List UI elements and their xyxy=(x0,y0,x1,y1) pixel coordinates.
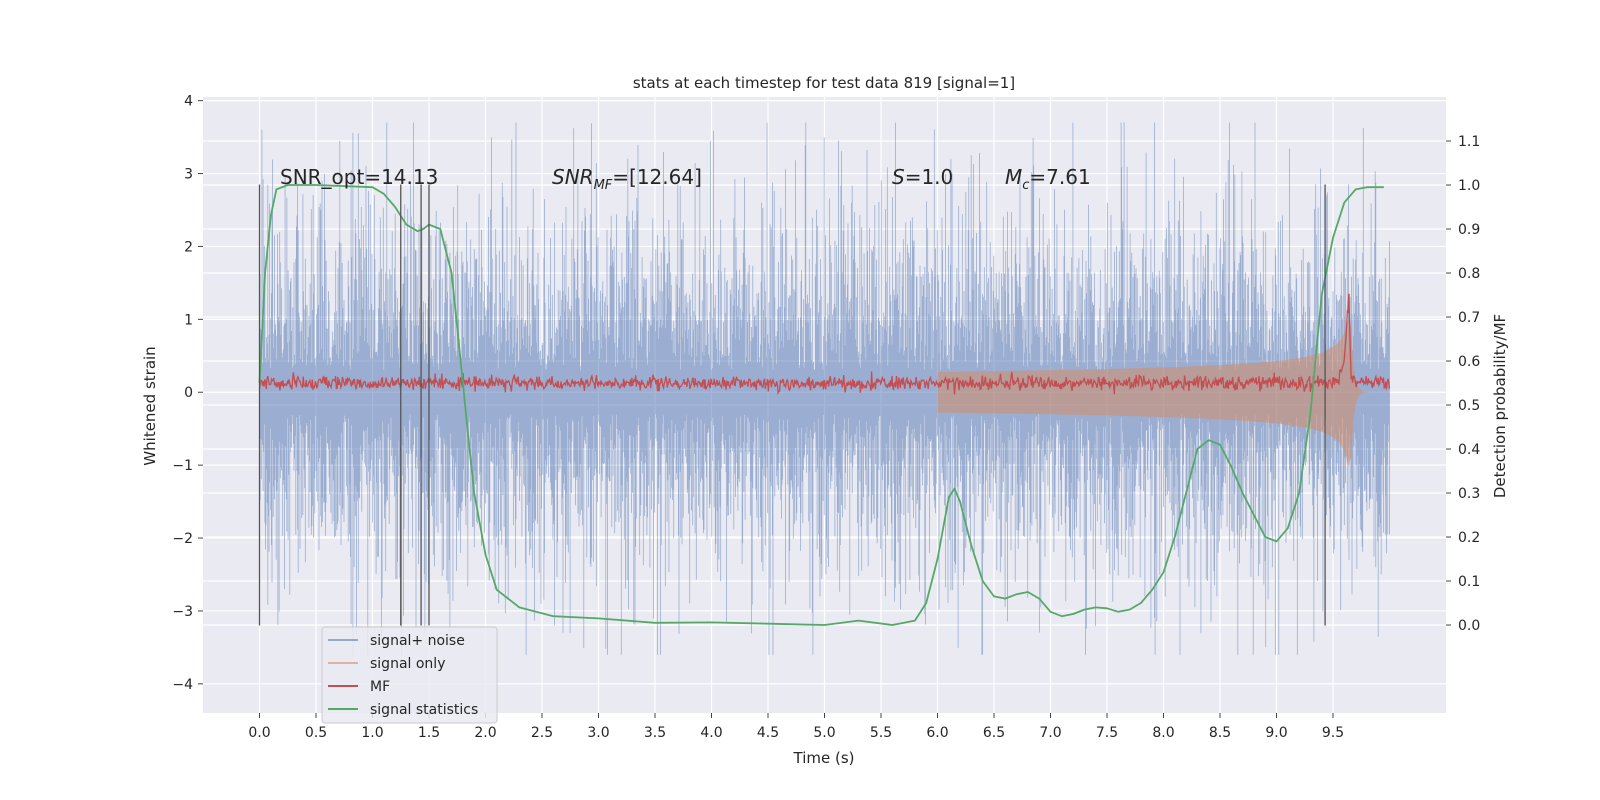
y-right-tick-label: 1.0 xyxy=(1458,178,1480,194)
y-axis-right-label: Detection probability/MF xyxy=(1491,314,1509,498)
x-tick-label: 9.5 xyxy=(1322,725,1344,741)
y-right-tick-label: 0.6 xyxy=(1458,354,1480,370)
x-tick-label: 3.5 xyxy=(644,725,666,741)
y-right-tick-label: 0.5 xyxy=(1458,398,1480,414)
series-signal-only xyxy=(937,317,1390,468)
annotation-s: S=1.0 xyxy=(892,165,953,189)
y-right-tick-label: 0.0 xyxy=(1458,618,1480,634)
x-tick-label: 4.0 xyxy=(700,725,722,741)
y-right-tick-label: 0.1 xyxy=(1458,574,1480,590)
annotation-snr-mf: SNRMF=[12.64] xyxy=(552,165,702,193)
x-tick-label: 6.5 xyxy=(983,725,1005,741)
x-tick-label: 1.0 xyxy=(361,725,383,741)
annotation-mc-sub: c xyxy=(1022,178,1029,193)
vertical-lines xyxy=(258,184,1326,626)
x-axis-label: Time (s) xyxy=(793,749,855,767)
x-tick-label: 7.0 xyxy=(1039,725,1061,741)
y-tick-label: −4 xyxy=(172,677,193,693)
annotation-mc-value: =7.61 xyxy=(1029,165,1090,189)
annotation-snr-mf-value: =[12.64] xyxy=(612,165,702,189)
annotation-snr-opt: SNR_opt=14.13 xyxy=(280,165,438,189)
x-tick-label: 6.0 xyxy=(926,725,948,741)
annotation-mc: Mc=7.61 xyxy=(1005,165,1091,193)
y-tick-label: 3 xyxy=(184,167,193,183)
y-right-tick-label: 0.9 xyxy=(1458,222,1480,238)
y-axis-right: 0.0 0.1 0.2 0.3 0.4 0.5 0.6 0.7 0.8 0.9 1.0 1.1 xyxy=(1446,134,1480,634)
x-tick-label: 2.0 xyxy=(474,725,496,741)
legend-label-signal-only: signal only xyxy=(370,656,445,672)
legend-label-signal-statistics: signal statistics xyxy=(370,702,478,718)
x-tick-label: 5.5 xyxy=(870,725,892,741)
legend: signal+ noise signal only MF signal stat… xyxy=(321,626,498,724)
x-tick-label: 2.5 xyxy=(531,725,553,741)
y-axis-label: Whitened strain xyxy=(141,346,159,465)
y-right-tick-label: 0.7 xyxy=(1458,310,1480,326)
y-right-tick-label: 0.3 xyxy=(1458,486,1480,502)
x-tick-label: 9.0 xyxy=(1265,725,1287,741)
x-axis: 0.0 0.5 1.0 1.5 2.0 2.5 3.0 3.5 4.0 4.5 5.0 5.5 6.0 6… xyxy=(248,713,1344,741)
annotation-snr-mf-base: SNR xyxy=(552,165,594,189)
y-right-tick-label: 0.4 xyxy=(1458,442,1480,458)
x-tick-label: 0.0 xyxy=(248,725,270,741)
y-tick-label: −3 xyxy=(172,604,193,620)
x-tick-label: 4.5 xyxy=(757,725,779,741)
legend-label-signal-noise: signal+ noise xyxy=(370,633,465,649)
x-tick-label: 1.5 xyxy=(418,725,440,741)
chart-title: stats at each timestep for test data 819… xyxy=(633,74,1015,92)
y-tick-label: 1 xyxy=(184,312,193,328)
y-right-tick-label: 1.1 xyxy=(1458,134,1480,150)
y-right-tick-label: 0.8 xyxy=(1458,266,1480,282)
legend-label-mf: MF xyxy=(370,679,390,695)
y-right-tick-label: 0.2 xyxy=(1458,530,1480,546)
x-tick-label: 3.0 xyxy=(587,725,609,741)
legend-box xyxy=(321,626,498,724)
y-tick-label: 0 xyxy=(184,385,193,401)
annotation-s-value: =1.0 xyxy=(905,165,954,189)
y-tick-label: −1 xyxy=(172,458,193,474)
x-tick-label: 0.5 xyxy=(305,725,327,741)
y-axis-left: −4 −3 −2 −1 0 1 2 3 4 xyxy=(172,94,203,693)
x-tick-label: 8.5 xyxy=(1209,725,1231,741)
annotation-snr-mf-sub: MF xyxy=(594,178,613,193)
x-tick-label: 7.5 xyxy=(1096,725,1118,741)
annotation-mc-base: M xyxy=(1005,165,1022,189)
data-layer xyxy=(258,122,1391,655)
x-tick-label: 5.0 xyxy=(813,725,835,741)
y-tick-label: 2 xyxy=(184,239,193,255)
series-mf xyxy=(258,293,1391,396)
y-tick-label: −2 xyxy=(172,531,193,547)
annotation-s-base: S xyxy=(892,165,905,189)
x-tick-label: 8.0 xyxy=(1152,725,1174,741)
y-tick-label: 4 xyxy=(184,94,193,110)
